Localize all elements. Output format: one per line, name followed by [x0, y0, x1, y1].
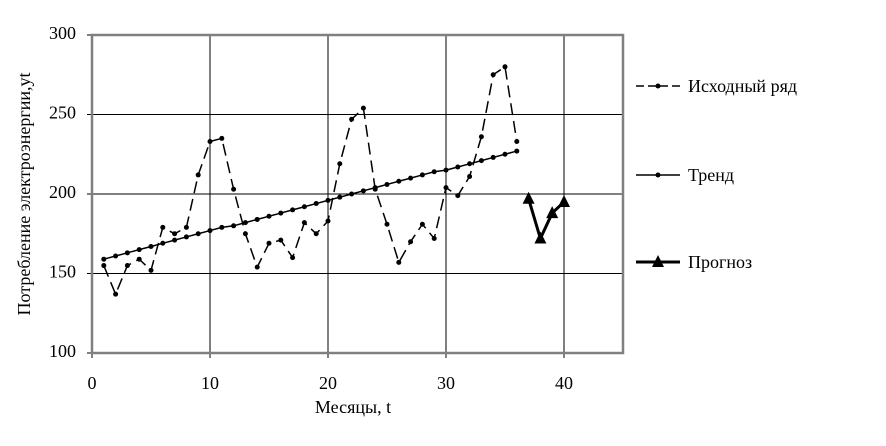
data-point — [514, 148, 520, 154]
legend-marker — [655, 83, 661, 89]
x-tick-label: 20 — [319, 373, 337, 393]
data-point — [431, 169, 437, 175]
y-axis-label: Потребление электроэнергии,yt — [14, 73, 34, 316]
x-tick-label: 40 — [555, 373, 573, 393]
data-point — [148, 243, 154, 249]
legend-label: Исходный ряд — [688, 76, 798, 96]
series-line — [103, 65, 518, 297]
data-point — [290, 207, 296, 213]
data-point — [546, 206, 559, 219]
legend-label: Тренд — [688, 165, 735, 185]
data-point — [231, 223, 237, 229]
data-point — [478, 158, 484, 164]
data-point — [172, 231, 178, 237]
data-point — [360, 105, 366, 111]
data-point — [313, 231, 319, 237]
data-point — [101, 263, 107, 269]
data-point — [278, 210, 284, 216]
data-point — [136, 247, 142, 253]
x-tick-label: 10 — [201, 373, 219, 393]
data-point — [455, 164, 461, 170]
data-point — [443, 185, 449, 191]
data-point — [534, 231, 547, 244]
y-tick-label: 100 — [49, 341, 76, 361]
data-point — [478, 134, 484, 140]
data-point — [172, 237, 178, 243]
data-point — [207, 139, 213, 145]
data-point — [266, 213, 272, 219]
data-point — [266, 240, 272, 246]
data-point — [431, 236, 437, 242]
data-point — [467, 161, 473, 167]
data-point — [490, 154, 496, 160]
data-point — [290, 255, 296, 261]
data-point — [522, 191, 535, 204]
data-point — [514, 139, 520, 145]
data-point — [183, 234, 189, 240]
data-point — [349, 191, 355, 197]
legend-marker — [655, 172, 661, 178]
data-point — [183, 224, 189, 230]
x-tick-label: 30 — [437, 373, 455, 393]
x-tick-label: 0 — [88, 373, 97, 393]
data-point — [384, 221, 390, 227]
data-point — [396, 259, 402, 265]
legend-label: Прогноз — [688, 252, 753, 272]
data-point — [372, 185, 378, 191]
data-point — [278, 237, 284, 243]
data-point — [408, 175, 414, 181]
data-point — [301, 204, 307, 210]
data-point — [136, 256, 142, 262]
data-point — [195, 231, 201, 237]
data-point — [419, 221, 425, 227]
data-point — [408, 239, 414, 245]
data-point — [219, 135, 225, 141]
data-point — [360, 188, 366, 194]
data-point — [502, 64, 508, 70]
data-point — [160, 240, 166, 246]
data-point — [337, 194, 343, 200]
y-tick-label: 300 — [49, 23, 76, 43]
data-point — [396, 178, 402, 184]
data-point — [124, 263, 130, 269]
data-point — [148, 267, 154, 273]
data-point — [207, 228, 213, 234]
data-point — [384, 181, 390, 187]
data-point — [349, 116, 355, 122]
y-tick-label: 250 — [49, 103, 76, 123]
data-point — [467, 174, 473, 180]
data-point — [301, 220, 307, 226]
data-point — [325, 218, 331, 224]
data-point — [502, 151, 508, 157]
data-point — [558, 194, 570, 207]
data-point — [113, 291, 119, 297]
data-point — [113, 253, 119, 259]
data-point — [337, 161, 343, 167]
y-tick-label: 200 — [49, 182, 76, 202]
series-line — [103, 150, 517, 260]
data-point — [242, 231, 248, 237]
data-point — [419, 172, 425, 178]
data-point — [231, 186, 237, 192]
legend-marker — [652, 255, 664, 267]
y-tick-label: 150 — [49, 262, 76, 282]
data-point — [219, 224, 225, 230]
data-point — [313, 201, 319, 207]
x-axis-label: Месяцы, t — [315, 397, 391, 417]
data-point — [455, 193, 461, 199]
series-line — [527, 198, 566, 243]
data-point — [160, 224, 166, 230]
plot-border — [90, 33, 625, 355]
data-point — [490, 72, 496, 78]
data-point — [195, 172, 201, 178]
data-point — [254, 264, 260, 270]
data-point — [325, 197, 331, 203]
data-point — [254, 216, 260, 222]
data-point — [443, 167, 449, 173]
data-point — [242, 220, 248, 226]
data-point — [124, 250, 130, 256]
data-point — [101, 256, 107, 262]
